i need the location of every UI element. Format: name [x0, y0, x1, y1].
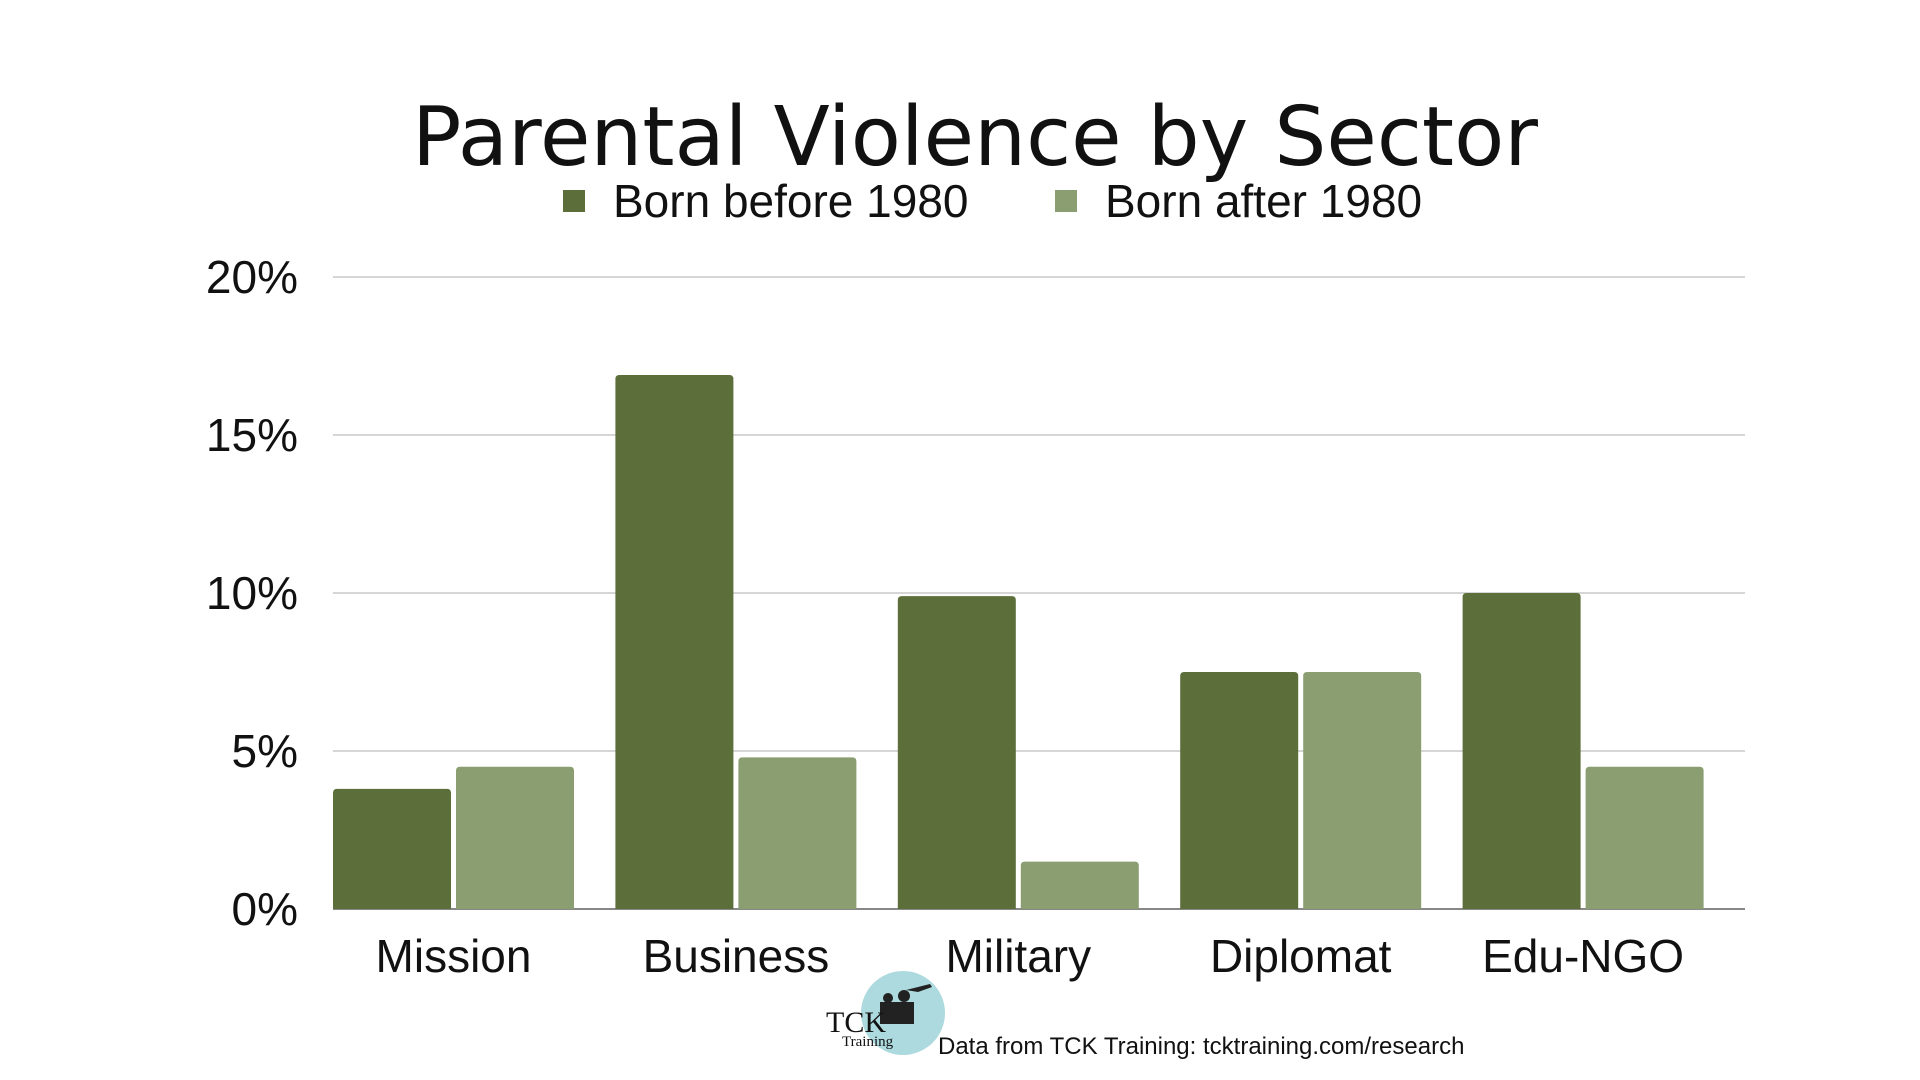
y-tick-label: 15%: [206, 409, 298, 461]
y-tick-label: 5%: [232, 725, 298, 777]
legend-label: Born after 1980: [1105, 175, 1422, 227]
x-tick-label: Edu-NGO: [1482, 930, 1684, 982]
logo-text-training: Training: [842, 1034, 894, 1050]
x-axis-labels: Mission Business Military Diplomat Edu-NGO: [376, 930, 1685, 982]
bar-mission-series-1: [333, 788, 451, 909]
logo-family-icon: [880, 1002, 914, 1024]
legend: Born before 1980 Born after 1980: [563, 175, 1422, 227]
x-tick-label: Diplomat: [1210, 930, 1392, 982]
logo-text-tck: TCK: [826, 1006, 886, 1039]
bar-mission-series-2: [456, 766, 574, 909]
legend-swatch: [1055, 190, 1077, 212]
y-tick-label: 0%: [232, 883, 298, 935]
footer: TCK Training Data from TCK Training: tck…: [826, 971, 1464, 1060]
logo-person-icon: [898, 990, 910, 1002]
bar-military-series-2: [1020, 861, 1139, 909]
bar-edu-ngo-series-2: [1585, 766, 1704, 909]
x-tick-label: Mission: [376, 930, 532, 982]
logo-airplane-icon: [906, 984, 932, 992]
legend-label: Born before 1980: [613, 175, 969, 227]
chart-title: Parental Violence by Sector: [412, 90, 1538, 185]
legend-swatch: [563, 190, 585, 212]
bar-diplomat-series-2: [1303, 672, 1422, 909]
source-note: Data from TCK Training: tcktraining.com/…: [938, 1033, 1464, 1060]
bars: [333, 374, 1704, 910]
tck-training-logo: TCK Training: [826, 971, 945, 1055]
bar-diplomat-series-1: [1180, 672, 1299, 909]
logo-person-icon: [883, 993, 893, 1003]
bar-business-series-2: [738, 757, 857, 909]
bar-business-series-1: [615, 374, 734, 910]
x-tick-label: Business: [643, 930, 830, 982]
x-tick-label: Military: [945, 930, 1091, 982]
bar-edu-ngo-series-1: [1462, 593, 1581, 909]
y-tick-label: 10%: [206, 567, 298, 619]
y-axis-ticks: 0% 5% 10% 15% 20%: [206, 251, 298, 935]
bar-military-series-1: [897, 596, 1016, 909]
y-tick-label: 20%: [206, 251, 298, 303]
